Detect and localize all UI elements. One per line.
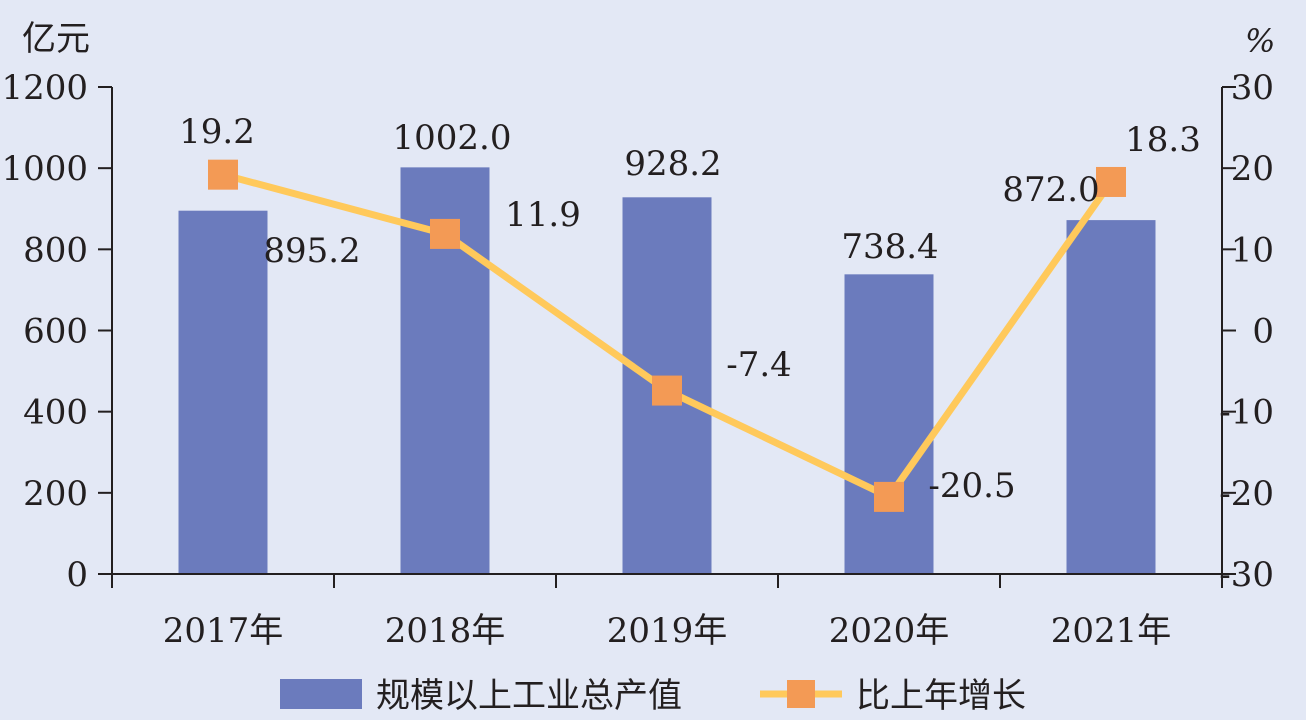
x-axis-ticks: 2017年 2018年 2019年 2020年 2021年	[111, 574, 1223, 651]
legend-marker-swatch	[787, 680, 815, 708]
x-tick-label: 2021年	[1051, 611, 1172, 651]
left-tick-label: 600	[23, 312, 88, 352]
legend-bar-swatch	[280, 679, 362, 709]
growth-marker-0	[208, 159, 238, 190]
right-tick-label: -20	[1219, 474, 1274, 514]
bar-series	[178, 167, 1156, 575]
left-tick-label: 800	[23, 230, 88, 270]
line-series	[208, 159, 1126, 512]
left-tick-label: 1000	[1, 149, 88, 189]
right-tick-label: -30	[1219, 555, 1274, 595]
bar-0	[178, 210, 268, 574]
bar-value-label: 895.2	[263, 231, 360, 271]
legend: 规模以上工业总产值 比上年增长	[280, 676, 1026, 716]
bar-value-label: 928.2	[624, 144, 721, 184]
left-tick-label: 200	[23, 474, 88, 514]
x-tick-label: 2018年	[385, 611, 506, 651]
growth-marker-2	[652, 375, 682, 406]
x-tick-label: 2017年	[163, 611, 284, 651]
line-data-labels: 19.2 11.9 -7.4 -20.5 18.3	[179, 112, 1201, 506]
growth-value-label: 19.2	[179, 112, 255, 152]
bar-3	[844, 274, 934, 574]
bar-value-label: 1002.0	[393, 118, 512, 158]
legend-bar-label: 规模以上工业总产值	[376, 676, 682, 716]
right-axis-unit: %	[1245, 22, 1275, 60]
x-tick-label: 2020年	[829, 611, 950, 651]
bar-value-label: 738.4	[841, 227, 938, 267]
bar-4	[1066, 220, 1156, 574]
right-tick-label: 30	[1231, 68, 1274, 108]
growth-marker-1	[430, 218, 460, 249]
growth-value-label: -7.4	[726, 345, 792, 385]
left-axis-ticks: 0 200 400 600 800 1000 1200	[1, 68, 112, 595]
bar-data-labels: 895.2 1002.0 928.2 738.4 872.0	[263, 118, 1099, 271]
left-tick-label: 0	[66, 555, 88, 595]
growth-value-label: 18.3	[1125, 120, 1201, 160]
right-tick-label: 10	[1231, 230, 1274, 270]
growth-value-label: 11.9	[505, 195, 581, 235]
bar-value-label: 872.0	[1002, 170, 1099, 210]
right-tick-label: -10	[1219, 393, 1274, 433]
growth-value-label: -20.5	[928, 466, 1015, 506]
left-tick-label: 1200	[1, 68, 88, 108]
x-tick-label: 2019年	[607, 611, 728, 651]
right-tick-label: 0	[1252, 312, 1274, 352]
growth-marker-4	[1096, 166, 1126, 197]
left-axis-unit: 亿元	[22, 19, 90, 59]
growth-marker-3	[874, 481, 904, 512]
left-tick-label: 400	[23, 393, 88, 433]
legend-line-label: 比上年增长	[856, 676, 1026, 716]
right-tick-label: 20	[1231, 149, 1274, 189]
right-axis-ticks: -30 -20 -10 0 10 20 30	[1219, 68, 1274, 595]
